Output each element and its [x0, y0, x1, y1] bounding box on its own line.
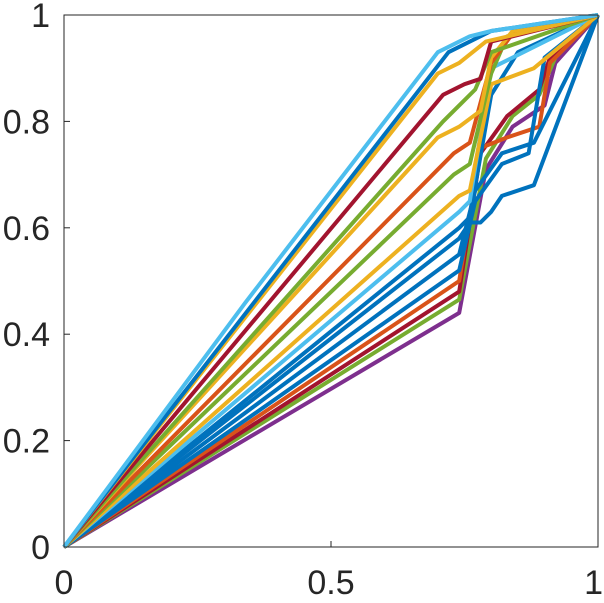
- series-line-18: [62, 13, 599, 549]
- y-tick-label: 0.8: [3, 103, 50, 141]
- series-line-6: [62, 14, 600, 549]
- series-line-1: [62, 13, 600, 549]
- series-line-7: [62, 14, 600, 549]
- y-tick-label: 0.4: [3, 316, 50, 354]
- series-line-8: [62, 13, 599, 549]
- series-line-4: [62, 13, 600, 549]
- y-tick-label: 0.2: [3, 423, 50, 461]
- series-line-13: [62, 13, 599, 549]
- series-line-16: [62, 13, 599, 549]
- series-line-12: [62, 13, 599, 549]
- x-tick-label: 0.5: [307, 564, 354, 598]
- series-line-14: [62, 13, 599, 549]
- x-tick-label: 1: [584, 564, 603, 598]
- series-line-9: [62, 13, 599, 549]
- y-tick-label: 1: [31, 0, 50, 35]
- series-line-3: [62, 13, 600, 549]
- y-axis: 0 0.2 0.4 0.6 0.8 1: [3, 0, 70, 567]
- series-line-10: [62, 13, 600, 549]
- y-tick-label: 0.6: [3, 210, 50, 248]
- x-axis: 0 0.5 1: [55, 541, 603, 602]
- y-tick-label: 0: [31, 529, 50, 567]
- series-layer: [62, 13, 600, 549]
- x-tick-label: 0: [55, 564, 74, 598]
